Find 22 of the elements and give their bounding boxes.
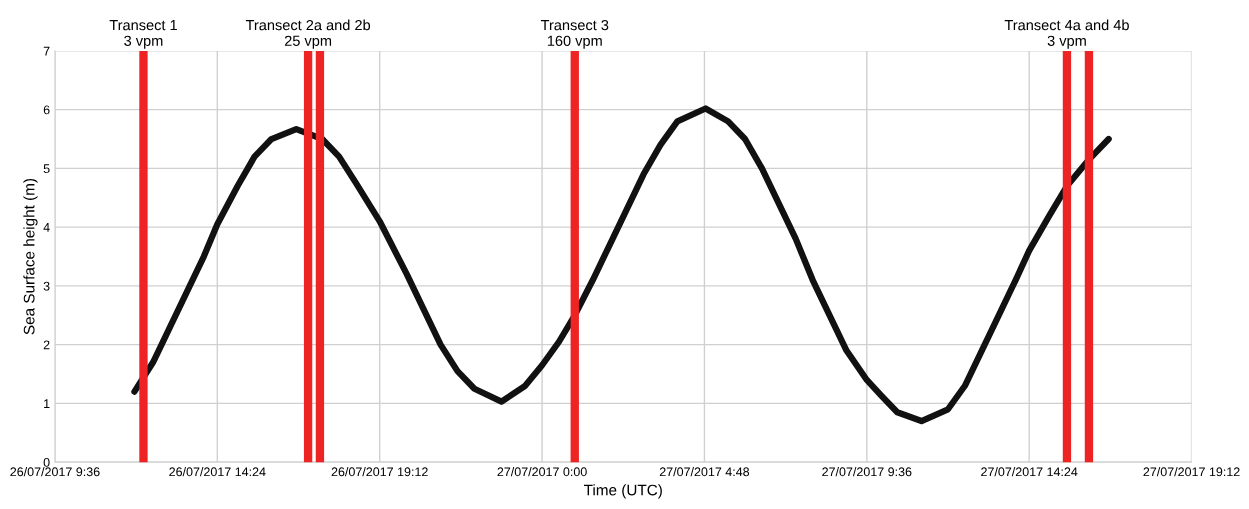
y-tick-label: 0 [43, 457, 50, 467]
x-tick-label: 26/07/2017 14:24 [169, 467, 266, 477]
y-tick-label: 2 [43, 340, 50, 350]
y-tick-label: 3 [43, 281, 50, 291]
y-tick-label: 6 [43, 105, 50, 115]
x-tick-label: 27/07/2017 0:00 [497, 467, 587, 477]
x-tick-label: 26/07/2017 19:12 [331, 467, 428, 477]
y-axis-title: Sea Surface height (m) [23, 178, 38, 335]
x-tick-label: 27/07/2017 19:12 [1143, 467, 1240, 477]
x-tick-label: 27/07/2017 4:48 [659, 467, 750, 477]
y-tick-label: 5 [43, 164, 50, 174]
ref-line-label: Transect 1 3 vpm [109, 20, 177, 49]
ref-line-label: Transect 4a and 4b 3 vpm [1004, 19, 1129, 49]
ref-line-label: Transect 2a and 2b 25 vpm [245, 19, 371, 49]
ref-line-label: Transect 3 160 vpm [540, 19, 609, 49]
x-tick-label: 27/07/2017 9:36 [822, 467, 912, 477]
y-tick-label: 7 [43, 46, 50, 56]
x-axis-title: Time (UTC) [584, 484, 662, 499]
y-tick-label: 4 [43, 223, 50, 232]
y-tick-label: 1 [44, 399, 50, 408]
x-tick-label: 26/07/2017 9:36 [10, 467, 100, 477]
x-tick-label: 27/07/2017 14:24 [981, 467, 1078, 477]
